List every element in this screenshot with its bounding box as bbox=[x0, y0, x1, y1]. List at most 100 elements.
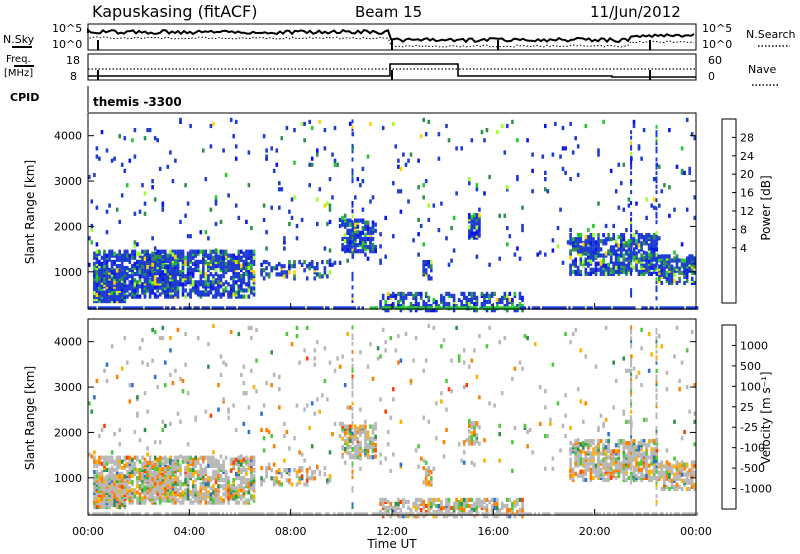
streak-cell bbox=[655, 141, 658, 146]
range-cell bbox=[202, 486, 205, 491]
range-cell bbox=[632, 238, 636, 243]
range-cell bbox=[478, 497, 481, 502]
range-cell bbox=[582, 251, 585, 256]
range-cell bbox=[179, 282, 182, 287]
range-cell bbox=[632, 451, 636, 456]
range-cell bbox=[627, 475, 631, 480]
range-cell bbox=[468, 229, 471, 234]
range-cell bbox=[113, 484, 116, 489]
streak-cell bbox=[351, 124, 354, 129]
range-cell bbox=[430, 264, 433, 269]
range-cell bbox=[245, 282, 248, 287]
range-cell bbox=[620, 439, 623, 444]
range-cell bbox=[133, 282, 137, 287]
range-cell bbox=[468, 215, 471, 220]
range-cell bbox=[521, 205, 524, 210]
range-cell bbox=[419, 291, 423, 296]
range-cell bbox=[321, 260, 324, 265]
range-cell bbox=[354, 249, 357, 254]
range-cell bbox=[506, 293, 509, 298]
streak-cell bbox=[351, 201, 354, 205]
freq-right-tick-top: 60 bbox=[708, 54, 722, 67]
range-cell bbox=[105, 455, 109, 460]
range-cell bbox=[217, 274, 220, 279]
range-cell bbox=[366, 222, 370, 227]
range-cell bbox=[176, 249, 180, 254]
range-cell bbox=[141, 255, 144, 260]
ground-scatter-cell bbox=[568, 306, 571, 310]
range-cell bbox=[115, 268, 119, 273]
range-cell bbox=[473, 501, 476, 506]
range-cell bbox=[126, 284, 129, 289]
range-cell bbox=[647, 439, 651, 444]
range-cell bbox=[599, 467, 603, 472]
range-cell bbox=[450, 258, 453, 263]
range-cell bbox=[212, 455, 215, 460]
range-cell bbox=[133, 128, 137, 133]
range-cell bbox=[90, 199, 94, 204]
range-cell bbox=[447, 262, 451, 267]
range-cell bbox=[584, 451, 588, 456]
range-cell bbox=[316, 266, 319, 271]
range-cell bbox=[214, 201, 218, 206]
ground-scatter-cell bbox=[122, 306, 125, 310]
range-cell bbox=[647, 252, 651, 257]
range-cell bbox=[427, 274, 431, 279]
range-cell bbox=[328, 207, 332, 212]
range-cell bbox=[680, 146, 684, 151]
range-cell bbox=[103, 455, 106, 460]
range-cell bbox=[374, 228, 377, 233]
ground-scatter-cell bbox=[213, 306, 217, 310]
range-cell bbox=[348, 451, 352, 456]
ground-scatter-cell bbox=[696, 306, 699, 310]
freq-left-tick-top: 18 bbox=[66, 54, 80, 67]
range-cell bbox=[207, 455, 210, 460]
range-cell bbox=[607, 249, 610, 254]
ground-scatter-cell bbox=[373, 306, 377, 310]
range-cell bbox=[214, 195, 218, 200]
range-cell bbox=[670, 478, 674, 483]
range-cell bbox=[222, 249, 225, 254]
range-cell bbox=[650, 265, 653, 270]
range-cell bbox=[587, 467, 590, 472]
ground-scatter-cell bbox=[173, 306, 176, 310]
range-cell bbox=[660, 189, 664, 194]
streak-cell bbox=[655, 220, 658, 225]
range-cell bbox=[594, 463, 598, 468]
range-cell bbox=[331, 262, 334, 267]
range-cell bbox=[592, 267, 595, 272]
range-cell bbox=[212, 249, 215, 254]
range-cell bbox=[424, 132, 428, 137]
range-cell bbox=[295, 474, 299, 479]
range-cell bbox=[136, 455, 139, 460]
range-cell bbox=[95, 463, 99, 468]
range-cell bbox=[303, 268, 306, 273]
range-cell bbox=[240, 476, 243, 481]
range-cell bbox=[184, 478, 187, 483]
range-cell bbox=[665, 264, 669, 269]
range-cell bbox=[199, 488, 203, 493]
range-cell bbox=[690, 276, 694, 281]
range-cell bbox=[645, 455, 648, 460]
range-cell bbox=[614, 443, 618, 448]
range-cell bbox=[169, 491, 172, 496]
range-cell bbox=[328, 203, 332, 208]
range-cell bbox=[151, 290, 154, 295]
range-cell bbox=[518, 295, 522, 300]
range-cell bbox=[665, 276, 669, 281]
range-cell bbox=[622, 463, 626, 468]
range-cell bbox=[153, 279, 157, 284]
range-cell bbox=[437, 156, 441, 161]
range-cell bbox=[222, 274, 225, 279]
range-cell bbox=[189, 459, 192, 464]
range-cell bbox=[652, 467, 656, 472]
range-cell bbox=[490, 497, 494, 502]
range-cell bbox=[371, 436, 375, 441]
ground-scatter-cell bbox=[343, 306, 346, 310]
range-cell bbox=[609, 267, 613, 272]
range-cell bbox=[123, 168, 127, 173]
ground-scatter-cell bbox=[254, 306, 257, 310]
range-cell bbox=[587, 261, 590, 266]
range-cell bbox=[176, 455, 180, 460]
range-cell bbox=[98, 259, 101, 264]
